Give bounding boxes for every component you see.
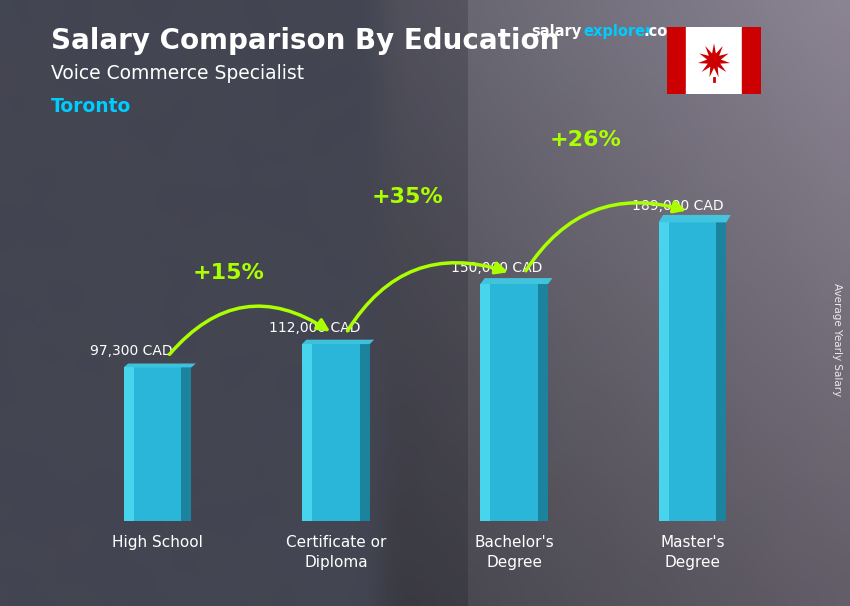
Bar: [124, 367, 133, 521]
Text: 97,300 CAD: 97,300 CAD: [89, 344, 173, 358]
Bar: [302, 344, 312, 521]
Bar: [480, 284, 490, 521]
Bar: [659, 222, 669, 521]
Text: +35%: +35%: [371, 187, 443, 207]
Bar: [538, 284, 548, 521]
Bar: [667, 27, 686, 94]
Polygon shape: [698, 43, 730, 77]
Text: Salary Comparison By Education: Salary Comparison By Education: [51, 27, 559, 55]
Bar: [181, 367, 191, 521]
Polygon shape: [124, 364, 196, 367]
Text: +15%: +15%: [193, 263, 265, 283]
Text: .com: .com: [643, 24, 683, 39]
Bar: [302, 344, 370, 521]
Text: 112,000 CAD: 112,000 CAD: [269, 321, 360, 335]
Text: 189,000 CAD: 189,000 CAD: [632, 199, 724, 213]
Bar: [717, 222, 726, 521]
Text: Voice Commerce Specialist: Voice Commerce Specialist: [51, 64, 304, 82]
Polygon shape: [659, 215, 731, 222]
Polygon shape: [302, 340, 374, 344]
Text: explorer: explorer: [583, 24, 653, 39]
Text: Toronto: Toronto: [51, 97, 131, 116]
Bar: [360, 344, 370, 521]
Text: Average Yearly Salary: Average Yearly Salary: [832, 283, 842, 396]
Text: 150,000 CAD: 150,000 CAD: [450, 261, 542, 275]
Polygon shape: [480, 278, 552, 284]
Bar: [480, 284, 548, 521]
Bar: [659, 222, 726, 521]
Bar: [742, 27, 761, 94]
Text: salary: salary: [531, 24, 581, 39]
Text: +26%: +26%: [550, 130, 621, 150]
Bar: [124, 367, 191, 521]
Bar: [686, 27, 742, 94]
